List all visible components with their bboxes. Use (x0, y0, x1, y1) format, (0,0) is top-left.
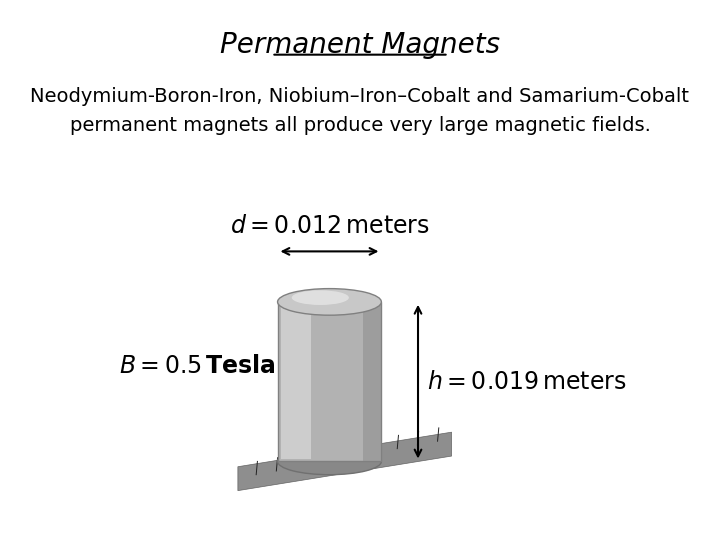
Text: $B = 0.5\,\mathbf{Tesla}$: $B = 0.5\,\mathbf{Tesla}$ (119, 354, 276, 377)
Text: Neodymium-Boron-Iron, Niobium–Iron–Cobalt and Samarium-Cobalt: Neodymium-Boron-Iron, Niobium–Iron–Cobal… (30, 86, 690, 106)
Text: Permanent Magnets: Permanent Magnets (220, 31, 500, 59)
Polygon shape (238, 432, 451, 491)
Ellipse shape (278, 448, 382, 475)
Ellipse shape (292, 291, 349, 305)
Text: $h = 0.019\,\mathrm{meters}$: $h = 0.019\,\mathrm{meters}$ (427, 370, 627, 394)
Ellipse shape (278, 288, 382, 315)
Polygon shape (278, 302, 382, 461)
Polygon shape (363, 302, 382, 461)
Polygon shape (281, 305, 311, 459)
Text: $d = 0.012\,\mathrm{meters}$: $d = 0.012\,\mathrm{meters}$ (230, 214, 429, 238)
Text: permanent magnets all produce very large magnetic fields.: permanent magnets all produce very large… (70, 116, 650, 135)
